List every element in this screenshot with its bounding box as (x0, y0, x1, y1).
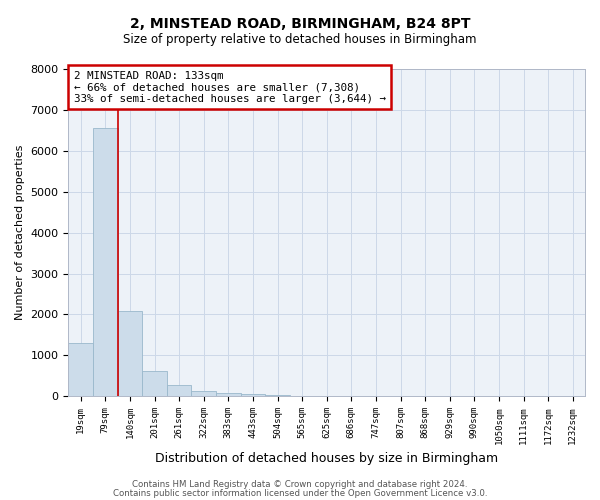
Text: Size of property relative to detached houses in Birmingham: Size of property relative to detached ho… (123, 32, 477, 46)
Bar (118, 311, 142, 396)
Bar (93, 128, 118, 396)
Y-axis label: Number of detached properties: Number of detached properties (15, 145, 25, 320)
Bar (265, 395, 290, 396)
Text: Contains public sector information licensed under the Open Government Licence v3: Contains public sector information licen… (113, 488, 487, 498)
Bar (191, 391, 216, 396)
Bar (167, 386, 191, 396)
Bar (68, 343, 93, 396)
Text: 2, MINSTEAD ROAD, BIRMINGHAM, B24 8PT: 2, MINSTEAD ROAD, BIRMINGHAM, B24 8PT (130, 18, 470, 32)
X-axis label: Distribution of detached houses by size in Birmingham: Distribution of detached houses by size … (155, 452, 498, 465)
Text: 2 MINSTEAD ROAD: 133sqm
← 66% of detached houses are smaller (7,308)
33% of semi: 2 MINSTEAD ROAD: 133sqm ← 66% of detache… (74, 70, 386, 104)
Bar (142, 371, 167, 396)
Bar (241, 394, 265, 396)
Bar (216, 394, 241, 396)
Text: Contains HM Land Registry data © Crown copyright and database right 2024.: Contains HM Land Registry data © Crown c… (132, 480, 468, 489)
